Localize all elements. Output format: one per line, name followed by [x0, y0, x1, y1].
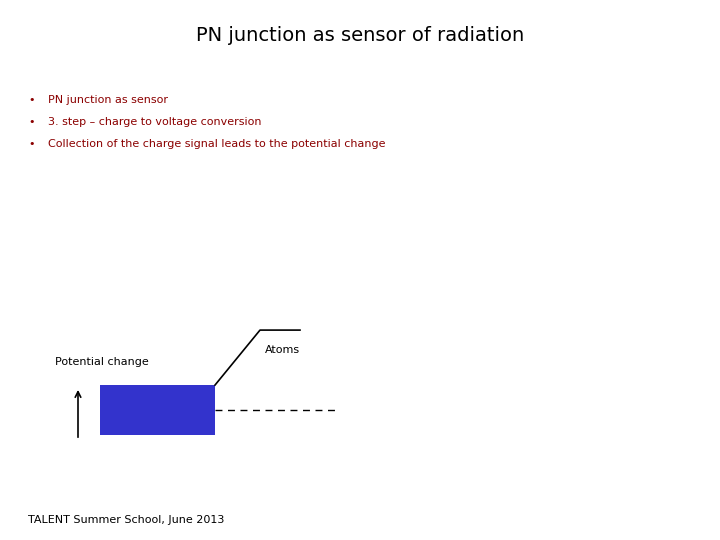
Text: Atoms: Atoms: [265, 345, 300, 355]
Text: •: •: [28, 95, 35, 105]
Text: 3. step – charge to voltage conversion: 3. step – charge to voltage conversion: [48, 117, 261, 127]
Text: PN junction as sensor: PN junction as sensor: [48, 95, 168, 105]
Text: Potential change: Potential change: [55, 357, 149, 367]
Text: •: •: [28, 139, 35, 149]
Text: TALENT Summer School, June 2013: TALENT Summer School, June 2013: [28, 515, 225, 525]
Text: •: •: [28, 117, 35, 127]
Text: Collection of the charge signal leads to the potential change: Collection of the charge signal leads to…: [48, 139, 385, 149]
Bar: [100, 385, 215, 435]
Text: PN junction as sensor of radiation: PN junction as sensor of radiation: [196, 25, 524, 45]
